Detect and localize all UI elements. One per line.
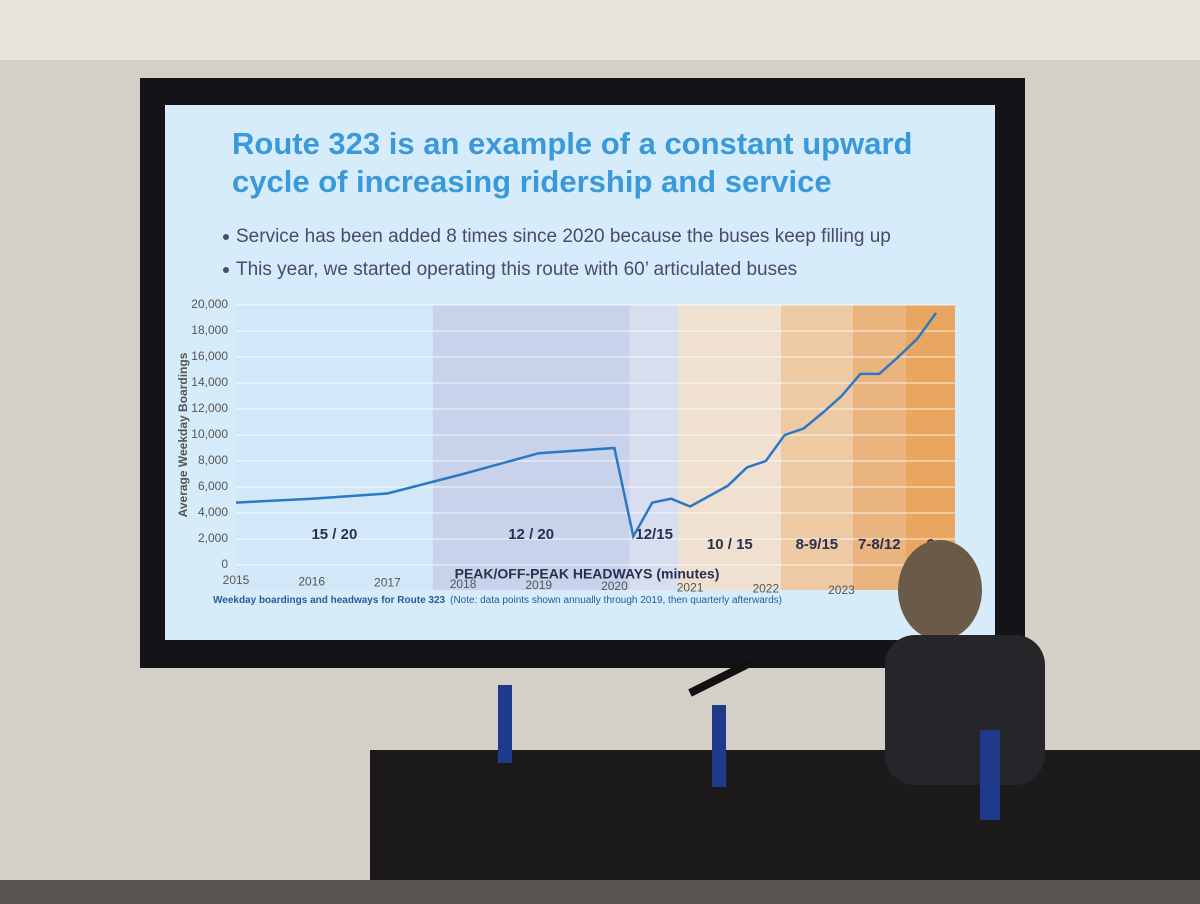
caption: Weekday boardings and headways for Route… [213,595,782,606]
y-tick-label: 14,000 [191,375,228,389]
y-tick-label: 8,000 [198,453,228,467]
headway-label: 12 / 20 [508,526,554,543]
headway-band [678,305,781,590]
x-axis-title: PEAK/OFF-PEAK HEADWAYS (minutes) [455,566,720,582]
ridership-line [235,312,938,540]
bullet: Service has been added 8 times since 202… [236,226,891,247]
headway-band [236,305,433,590]
y-tick-label: 10,000 [191,427,228,441]
x-tick-label: 2022 [752,582,779,596]
slide-title: cycle of increasing ridership and servic… [232,164,832,199]
headway-band [852,305,906,590]
microphone [688,658,754,697]
x-tick-label: 2019 [525,578,552,592]
x-tick-label: 2017 [374,576,401,590]
x-tick-label: 2016 [298,574,325,588]
bottle [712,705,726,787]
headway-label: 8-9/15 [796,536,839,553]
x-tick-label: 2023 [828,583,855,597]
floor [0,880,1200,904]
headway-band [629,305,679,590]
y-tick-label: 6,000 [198,479,228,493]
chart: 0 2,000 4,000 6,000 8,000 10,000 12,000 14,000 1… [176,297,955,606]
y-tick-label: 16,000 [191,349,228,363]
ceiling [0,0,1200,60]
y-tick-label: 2,000 [198,531,228,545]
caption-title: Weekday boardings and headways for Route… [213,595,446,606]
y-tick-label: 4,000 [198,505,228,519]
headway-label: 7-8/12 [858,536,901,553]
bullet-dot [223,267,229,273]
y-tick-label: 20,000 [191,297,228,311]
x-tick-label: 2021 [677,580,704,594]
x-tick-label: 2015 [223,573,250,587]
y-tick-label: 12,000 [191,401,228,415]
x-tick-label: 2018 [450,577,477,591]
headway-band [780,305,853,590]
bottle [498,685,512,763]
x-tick-label: 2020 [601,579,628,593]
y-axis-title: Average Weekday Boardings [176,352,190,517]
headway-band [432,305,630,590]
headway-label: 15 / 20 [311,526,357,543]
table [370,750,1200,904]
headway-label: 12/15 [635,526,673,543]
caption-note: (Note: data points shown annually throug… [450,595,782,606]
bottle [980,730,1000,820]
person-head [898,540,982,640]
person-body [885,635,1045,785]
y-tick-label: 0 [221,557,228,571]
headway-label: 10 / 15 [707,536,753,553]
slide-title: Route 323 is an example of a constant up… [232,126,912,161]
bullet-dot [223,234,229,240]
y-tick-label: 18,000 [191,323,228,337]
bullet: This year, we started operating this rou… [236,259,797,280]
